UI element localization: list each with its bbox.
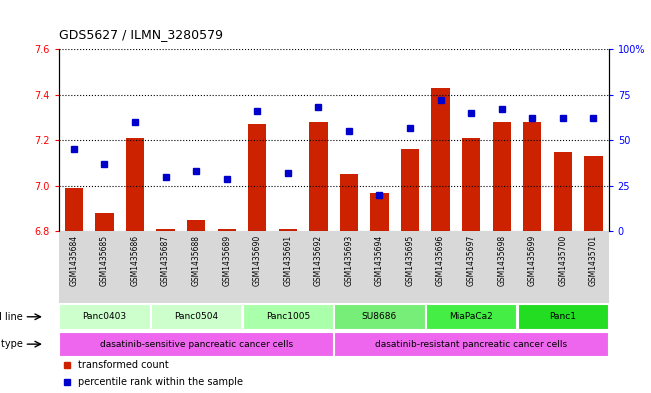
Text: GSM1435699: GSM1435699 [528, 235, 537, 286]
Bar [217, 229, 236, 231]
Bar [243, 305, 333, 329]
Bar [59, 332, 333, 356]
Bar [462, 138, 480, 231]
Text: GSM1435695: GSM1435695 [406, 235, 415, 286]
Text: GSM1435684: GSM1435684 [70, 235, 78, 286]
Text: GDS5627 / ILMN_3280579: GDS5627 / ILMN_3280579 [59, 28, 223, 41]
Bar [59, 305, 150, 329]
Text: GSM1435687: GSM1435687 [161, 235, 170, 286]
Text: transformed count: transformed count [78, 360, 169, 370]
Bar [248, 124, 266, 231]
Bar [95, 213, 114, 231]
Bar [370, 193, 389, 231]
Bar [279, 229, 297, 231]
Text: Panc1005: Panc1005 [266, 312, 310, 321]
Text: dasatinib-sensitive pancreatic cancer cells: dasatinib-sensitive pancreatic cancer ce… [100, 340, 293, 349]
Bar [334, 305, 424, 329]
Text: GSM1435690: GSM1435690 [253, 235, 262, 286]
Text: GSM1435688: GSM1435688 [191, 235, 201, 286]
Text: cell type: cell type [0, 339, 23, 349]
Text: Panc0504: Panc0504 [174, 312, 218, 321]
Bar [126, 138, 144, 231]
Text: GSM1435685: GSM1435685 [100, 235, 109, 286]
Text: percentile rank within the sample: percentile rank within the sample [78, 377, 243, 387]
Bar [309, 122, 327, 231]
Text: GSM1435689: GSM1435689 [222, 235, 231, 286]
Bar [151, 305, 242, 329]
Text: GSM1435701: GSM1435701 [589, 235, 598, 286]
Text: Panc1: Panc1 [549, 312, 576, 321]
Bar [426, 305, 516, 329]
Text: cell line: cell line [0, 312, 23, 322]
Text: MiaPaCa2: MiaPaCa2 [449, 312, 493, 321]
Text: Panc0403: Panc0403 [83, 312, 126, 321]
Bar [518, 305, 608, 329]
Bar [187, 220, 205, 231]
Text: GSM1435692: GSM1435692 [314, 235, 323, 286]
Text: GSM1435696: GSM1435696 [436, 235, 445, 286]
Bar [156, 229, 174, 231]
Bar [64, 188, 83, 231]
Bar [401, 149, 419, 231]
Text: GSM1435698: GSM1435698 [497, 235, 506, 286]
Text: GSM1435700: GSM1435700 [559, 235, 567, 286]
Text: dasatinib-resistant pancreatic cancer cells: dasatinib-resistant pancreatic cancer ce… [375, 340, 567, 349]
Bar [584, 156, 603, 231]
Text: GSM1435686: GSM1435686 [130, 235, 139, 286]
Bar [523, 122, 542, 231]
Bar [493, 122, 511, 231]
Bar [553, 152, 572, 231]
Bar [334, 332, 608, 356]
Text: GSM1435693: GSM1435693 [344, 235, 353, 286]
Bar [340, 174, 358, 231]
Text: GSM1435694: GSM1435694 [375, 235, 384, 286]
Bar [432, 88, 450, 231]
Text: GSM1435697: GSM1435697 [467, 235, 476, 286]
Text: SU8686: SU8686 [362, 312, 397, 321]
Text: GSM1435691: GSM1435691 [283, 235, 292, 286]
